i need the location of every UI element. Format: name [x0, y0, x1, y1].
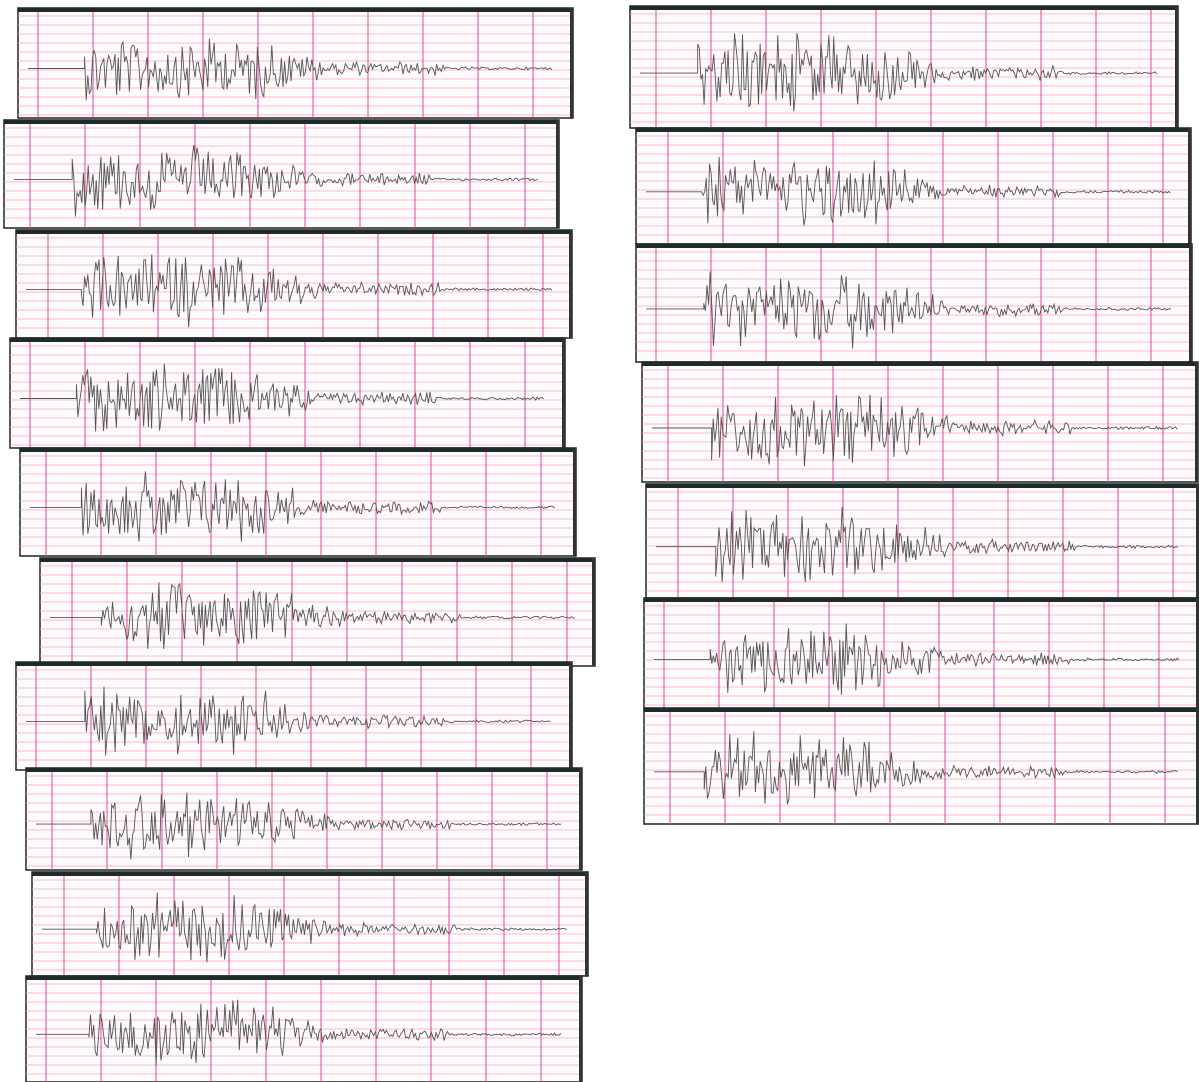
- strip-right-edge: [1175, 6, 1178, 128]
- strip-right-edge: [579, 768, 582, 870]
- strip-top-edge: [646, 484, 1199, 488]
- seismogram-strip: [26, 768, 582, 870]
- seismogram-sheet: [0, 0, 1199, 1082]
- strip-right-edge: [570, 8, 573, 118]
- seismogram-strip: [16, 662, 572, 770]
- strip-paper: [16, 662, 572, 770]
- strip-right-edge: [573, 448, 576, 556]
- strip-top-edge: [20, 448, 576, 452]
- strip-right-edge: [569, 230, 572, 338]
- strip-top-edge: [18, 8, 573, 12]
- seismogram-strip: [4, 120, 559, 228]
- seismogram-strip: [642, 362, 1198, 482]
- strip-top-edge: [636, 128, 1191, 132]
- strip-top-edge: [26, 768, 582, 772]
- strip-right-edge: [1189, 244, 1192, 362]
- strip-top-edge: [16, 230, 572, 234]
- strip-paper: [642, 362, 1198, 482]
- strip-right-edge: [592, 558, 595, 666]
- seismogram-strip: [26, 976, 582, 1082]
- seismogram-strip: [630, 6, 1178, 128]
- seismogram-strip: [636, 244, 1192, 362]
- seismogram-strip: [20, 448, 576, 556]
- seismogram-strip: [32, 872, 588, 976]
- strip-top-edge: [4, 120, 559, 124]
- strip-top-edge: [630, 6, 1178, 10]
- seismogram-strip: [646, 484, 1199, 598]
- seismogram-strip: [10, 338, 565, 448]
- strip-top-edge: [642, 362, 1198, 366]
- strip-top-edge: [644, 708, 1199, 712]
- strip-top-edge: [32, 872, 588, 876]
- strip-right-edge: [569, 662, 572, 770]
- strip-paper: [644, 708, 1199, 824]
- strip-top-edge: [644, 598, 1199, 602]
- strip-right-edge: [562, 338, 565, 448]
- strip-right-edge: [1195, 362, 1198, 482]
- strip-right-edge: [556, 120, 559, 228]
- strip-paper: [32, 872, 588, 976]
- seismogram-strip: [644, 598, 1199, 710]
- strip-top-edge: [40, 558, 595, 562]
- page: (() => { const data = JSON.parse(documen…: [0, 0, 1199, 1082]
- strip-top-edge: [16, 662, 572, 666]
- seismogram-strip: [636, 128, 1191, 244]
- seismogram-strip: [40, 558, 595, 666]
- strip-top-edge: [636, 244, 1192, 248]
- strip-paper: [20, 448, 576, 556]
- strip-right-edge: [585, 872, 588, 976]
- strip-right-edge: [579, 976, 582, 1082]
- seismogram-strip: [18, 8, 573, 118]
- seismogram-strip: [16, 230, 572, 338]
- strip-top-edge: [10, 338, 565, 342]
- strip-right-edge: [1188, 128, 1191, 244]
- strip-paper: [26, 768, 582, 870]
- strip-top-edge: [26, 976, 582, 980]
- seismogram-strip: [644, 708, 1199, 824]
